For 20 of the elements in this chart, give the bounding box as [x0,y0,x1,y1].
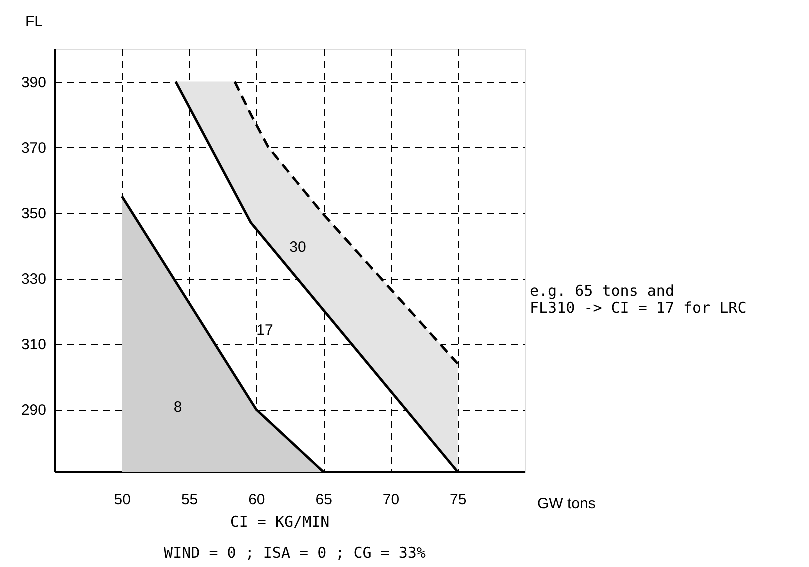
text: WIND = 0 ; ISA = 0 ; CG = 33% [164,544,426,562]
y-axis-title: FL [26,14,44,30]
text: CI = KG/MIN [230,513,330,531]
text: e.g. 65 tons and FL310 -> CI = 17 for LRC [530,282,747,317]
y-tick-label: 290 [21,402,46,420]
y-tick-label: 310 [21,336,46,354]
y-tick-label: 390 [21,74,46,92]
x-tick-label: 70 [382,492,400,508]
x-tick-label: 75 [450,492,467,508]
x-tick-label: 60 [248,492,266,508]
annotation: 17 [256,322,274,339]
y-tick-label: 350 [21,205,46,222]
y-tick-label: 370 [21,140,46,157]
annotation: 8 [174,399,182,416]
y-tick-label: 330 [21,271,46,288]
x-tick-label: 65 [316,492,332,508]
x-tick-label: 55 [181,492,198,508]
x-axis-title: GW tons [538,496,596,512]
x-tick-label: 50 [114,492,131,508]
annotation: 30 [290,239,306,256]
